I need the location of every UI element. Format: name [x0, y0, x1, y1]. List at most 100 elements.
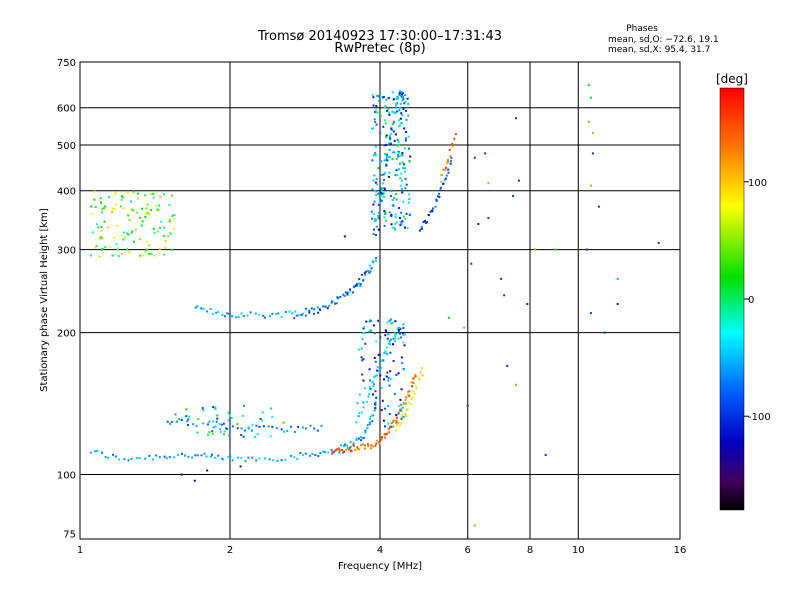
colorbar-ticks: 100 0 -100	[744, 178, 771, 423]
data-point	[375, 194, 378, 197]
data-point	[386, 353, 389, 356]
data-point	[364, 270, 367, 273]
data-point	[215, 311, 218, 314]
data-point	[111, 254, 114, 257]
data-point	[360, 411, 363, 414]
data-point	[415, 387, 418, 390]
data-point	[451, 143, 454, 145]
data-point	[377, 99, 380, 102]
data-point	[408, 395, 411, 397]
data-point	[395, 198, 398, 201]
data-point	[95, 245, 98, 248]
data-point	[445, 174, 448, 177]
data-point	[400, 187, 403, 190]
data-point	[280, 428, 283, 431]
data-point	[168, 220, 171, 222]
data-point	[503, 294, 506, 297]
data-point	[383, 119, 386, 122]
data-point	[591, 132, 594, 135]
data-point	[377, 203, 380, 206]
data-point	[288, 310, 291, 313]
data-point	[296, 314, 299, 317]
data-point	[373, 200, 376, 203]
data-point	[400, 422, 403, 425]
data-point	[377, 353, 380, 356]
data-point	[374, 360, 377, 363]
colorbar	[719, 87, 745, 511]
data-point	[391, 110, 394, 113]
data-point	[187, 418, 190, 421]
data-point	[163, 455, 166, 458]
data-point	[236, 423, 239, 425]
data-point	[466, 404, 469, 407]
data-point	[384, 211, 387, 214]
data-point	[389, 378, 392, 380]
data-point	[263, 316, 266, 319]
data-point	[152, 458, 154, 461]
y-tick-label: 400	[57, 187, 76, 198]
data-point	[392, 425, 395, 428]
data-point	[284, 311, 287, 313]
data-point	[393, 139, 396, 142]
data-point	[373, 402, 376, 405]
data-point	[167, 235, 170, 238]
data-point	[447, 171, 450, 174]
data-point	[126, 232, 128, 235]
data-point	[394, 337, 397, 340]
data-point	[448, 148, 451, 151]
data-point	[136, 192, 139, 195]
data-point	[382, 125, 385, 128]
data-point	[362, 406, 365, 409]
data-point	[446, 162, 448, 165]
data-point	[447, 316, 450, 319]
data-point	[381, 436, 383, 439]
data-point	[384, 425, 386, 428]
data-point	[282, 421, 285, 424]
data-point	[251, 456, 254, 459]
data-point	[126, 248, 129, 251]
data-point	[114, 203, 117, 206]
data-point	[402, 215, 405, 218]
data-point	[286, 429, 289, 432]
data-point	[221, 423, 223, 426]
data-point	[401, 406, 404, 409]
data-point	[603, 331, 606, 334]
data-point	[404, 139, 407, 142]
data-point	[357, 348, 360, 351]
data-point	[216, 417, 219, 420]
data-point	[386, 159, 389, 162]
data-point	[284, 458, 287, 461]
data-point	[388, 319, 391, 322]
data-point	[290, 425, 292, 428]
data-point	[101, 211, 104, 214]
data-point	[402, 402, 405, 404]
data-point	[405, 109, 407, 112]
data-point	[401, 191, 404, 194]
data-point	[432, 207, 434, 210]
data-point	[397, 372, 400, 375]
data-point	[399, 184, 402, 187]
data-point	[410, 381, 413, 384]
data-point	[395, 221, 398, 224]
data-point	[203, 452, 206, 455]
data-point	[368, 330, 371, 333]
data-point	[240, 434, 243, 437]
data-point	[395, 416, 398, 419]
data-point	[155, 454, 158, 457]
data-point	[308, 454, 311, 457]
data-point	[374, 219, 376, 222]
data-point	[589, 96, 592, 99]
data-point	[364, 429, 367, 432]
data-point	[377, 217, 380, 220]
data-point	[218, 423, 221, 426]
data-point	[240, 456, 243, 459]
data-point	[139, 216, 142, 219]
data-point	[104, 456, 107, 458]
data-point	[374, 404, 377, 407]
data-point	[388, 149, 391, 151]
data-point	[377, 228, 380, 231]
data-point	[384, 106, 387, 109]
data-point	[389, 318, 392, 321]
data-point	[396, 144, 399, 147]
data-point	[364, 444, 366, 447]
